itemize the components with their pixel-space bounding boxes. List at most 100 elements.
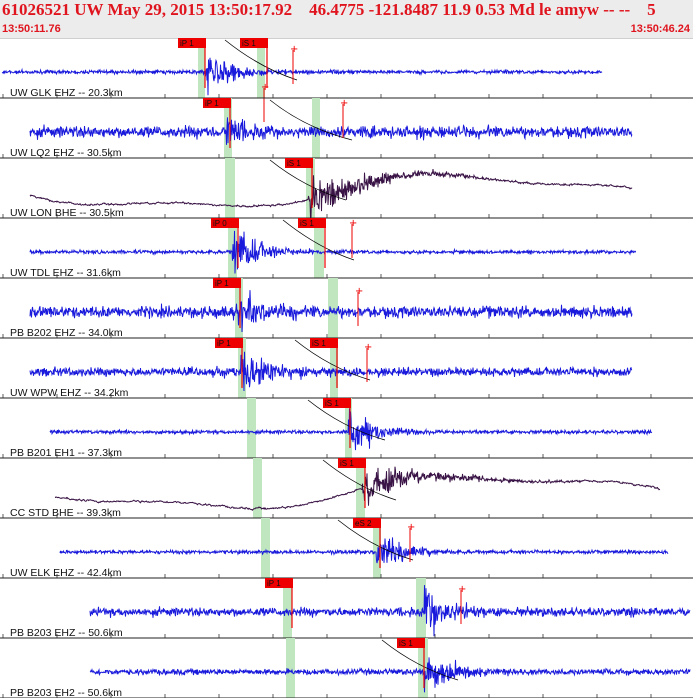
pick-label: eS 2 [355, 519, 372, 528]
event-header: 61026521 UW May 29, 2015 13:50:17.92 46.… [0, 0, 693, 39]
p-window-band [225, 158, 235, 218]
trace-panel[interactable]: iP 1 + UW LQ2 EHZ -- 30.5km [0, 98, 693, 159]
trace-panel[interactable]: iS 1 PB B201 EH1 -- 37.3km [0, 398, 693, 459]
start-time: 13:50:11.76 [2, 23, 61, 35]
phase-pick-flag[interactable]: eS 2 [353, 518, 381, 568]
amplitude-plus-icon: + [407, 522, 415, 533]
s-window-band [257, 38, 265, 98]
trace-panel[interactable]: iP 1 + PB B202 EHZ -- 34.0km [0, 278, 693, 339]
pick-label: iP 1 [205, 99, 219, 108]
trace-panel[interactable]: iP 0 iS 1 + UW TDL EHZ -- 31.6km [0, 218, 693, 279]
moveout-curve [322, 459, 397, 501]
phase-pick-flag[interactable]: iP 0 [211, 218, 239, 268]
trace-label: UW WPW EHZ -- 34.2km [10, 387, 129, 399]
phase-pick-flag[interactable]: iS 1 [397, 638, 425, 688]
s-window-band [356, 458, 365, 518]
waveform-trace [54, 466, 661, 512]
pick-label: iS 1 [340, 459, 354, 468]
trace-label: UW LQ2 EHZ -- 30.5km [10, 147, 122, 159]
moveout-curve [294, 339, 371, 381]
trace-panel[interactable]: iP 1 iS 1 + UW WPW EHZ -- 34.2km [0, 338, 693, 399]
trace-panel[interactable]: iS 1 CC STD BHE -- 39.3km [0, 458, 693, 519]
phase-pick-flag[interactable]: iP 1 [203, 98, 231, 148]
time-ticks [2, 214, 652, 218]
amplitude-plus-icon: + [340, 98, 348, 109]
phase-pick-flag[interactable]: iS 1 [240, 38, 268, 88]
p-window-band [235, 278, 243, 338]
moveout-curve [381, 639, 459, 681]
s-window-band [373, 518, 381, 578]
amplitude-plus-icon: + [364, 342, 372, 353]
p-window-band [198, 38, 205, 98]
phase-pick-flag[interactable]: iS 1 [310, 338, 338, 388]
s-window-band [418, 638, 428, 698]
moveout-curve [282, 219, 355, 261]
trace-panel[interactable]: iP 1 + PB B203 EHZ -- 50.6km [0, 578, 693, 639]
trace-label: UW LON BHE -- 30.5km [10, 207, 124, 219]
phase-pick-flag[interactable]: iP 1 [178, 38, 206, 88]
pick-label: iP 1 [267, 579, 281, 588]
moveout-curve [224, 39, 298, 81]
trace-label: CC STD BHE -- 39.3km [10, 507, 121, 519]
waveform-trace [89, 657, 691, 693]
pick-label: iS 1 [242, 39, 256, 48]
waveform-trace [89, 585, 691, 637]
seismogram-panel[interactable]: iP 1 iS 1 + + UW GLK EHZ -- 20.3km iP 1 + UW LQ… [0, 38, 693, 698]
trace-label: UW GLK EHZ -- 20.3km [10, 87, 123, 99]
time-ticks [2, 94, 652, 98]
p-window-band [253, 458, 262, 518]
trace-label: UW ELK EHZ -- 42.4km [10, 567, 122, 579]
time-ticks [2, 274, 652, 278]
phase-pick-flag[interactable]: iP 1 [215, 338, 243, 388]
trace-label: UW TDL EHZ -- 31.6km [10, 267, 121, 279]
phase-pick-flag[interactable]: iS 1 [338, 458, 366, 508]
phase-pick-flag[interactable]: iS 1 [323, 398, 351, 448]
pick-label: iS 1 [312, 339, 326, 348]
s-window-band [306, 158, 315, 218]
event-title: 61026521 UW May 29, 2015 13:50:17.92 46.… [2, 0, 656, 19]
p-window-band [261, 518, 270, 578]
pick-label: iS 1 [325, 399, 339, 408]
amplitude-plus-icon: + [349, 218, 357, 229]
waveform-trace [49, 408, 653, 451]
waveform-trace [29, 117, 633, 145]
waveform-trace [29, 290, 633, 333]
pick-label: iP 1 [180, 39, 194, 48]
time-ticks [2, 634, 652, 638]
time-ticks [2, 694, 652, 698]
moveout-curve [307, 399, 386, 441]
trace-label: PB B203 EH2 -- 50.6km [10, 687, 122, 698]
phase-pick-flag[interactable]: iP 1 [265, 578, 293, 628]
p-window-band [283, 578, 292, 638]
time-ticks [2, 514, 652, 518]
moveout-curve [269, 159, 347, 201]
time-ticks [2, 154, 652, 158]
waveform-trace [29, 351, 633, 392]
phase-pick-flag[interactable]: iS 1 [285, 158, 313, 208]
pick-label: iP 1 [217, 339, 231, 348]
time-ticks [2, 334, 652, 338]
amplitude-plus-icon: + [458, 584, 466, 595]
waveform-trace [29, 230, 637, 274]
time-ticks [2, 574, 652, 578]
s-window-band [314, 218, 324, 278]
trace-panel[interactable]: eS 2 + UW ELK EHZ -- 42.4km [0, 518, 693, 579]
phase-pick-flag[interactable]: iP 1 [213, 278, 241, 328]
trace-label: PB B201 EH1 -- 37.3km [10, 447, 122, 459]
waveform-trace [59, 537, 669, 564]
phase-pick-flag[interactable]: iS 1 [298, 218, 326, 268]
trace-panel[interactable]: iP 1 iS 1 + + UW GLK EHZ -- 20.3km [0, 38, 693, 122]
pick-label: iP 1 [215, 279, 229, 288]
trace-panel[interactable]: iS 1 UW LON BHE -- 30.5km [0, 158, 693, 220]
waveform-trace [1, 57, 603, 96]
time-ticks [2, 394, 652, 398]
p-window-band [286, 638, 295, 698]
amplitude-plus-icon: + [290, 44, 298, 55]
moveout-curve [337, 519, 414, 561]
waveform-trace [29, 169, 633, 220]
trace-label: PB B202 EHZ -- 34.0km [10, 327, 123, 339]
trace-label: PB B203 EHZ -- 50.6km [10, 627, 123, 639]
s-window-band [416, 578, 426, 638]
trace-panel[interactable]: iS 1 PB B203 EH2 -- 50.6km [0, 638, 693, 698]
amplitude-plus-icon: + [355, 286, 363, 297]
